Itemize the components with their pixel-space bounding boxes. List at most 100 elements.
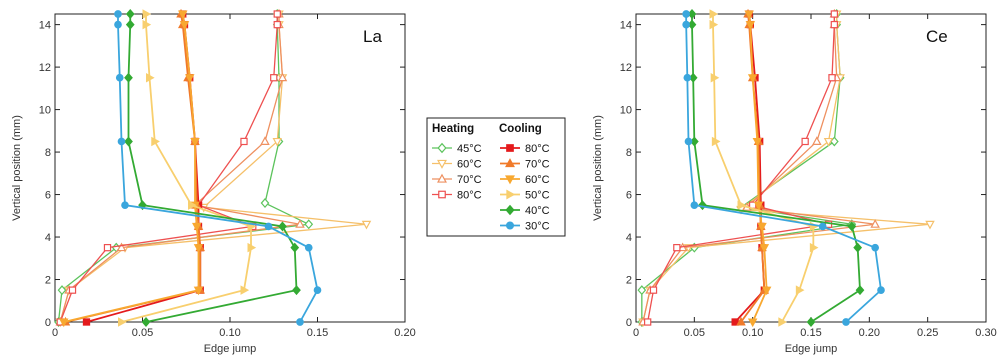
- data-point: [637, 285, 647, 296]
- data-point: [855, 285, 865, 296]
- data-point: [644, 318, 652, 326]
- y-tick-label: 12: [620, 62, 632, 74]
- y-tick-label: 8: [45, 147, 51, 159]
- data-point: [761, 286, 772, 296]
- y-tick-label: 10: [620, 105, 632, 117]
- y-tick-label: 14: [620, 20, 632, 32]
- legend-label: 40°C: [525, 205, 550, 217]
- legend-label: 80°C: [457, 190, 482, 202]
- data-point: [847, 221, 857, 232]
- data-point: [177, 10, 188, 20]
- y-tick-label: 12: [39, 62, 51, 74]
- data-point: [744, 10, 754, 20]
- data-point: [698, 200, 707, 211]
- series-heating-60c: [638, 10, 935, 328]
- plot-frame: [635, 13, 987, 323]
- series-line: [127, 14, 298, 323]
- data-point: [146, 72, 155, 83]
- data-point: [114, 10, 122, 18]
- data-point: [124, 72, 133, 83]
- y-tick-label: 2: [45, 275, 51, 287]
- x-tick-label: 0: [52, 327, 58, 339]
- data-point: [828, 74, 836, 82]
- data-point: [709, 9, 719, 19]
- y-tick-label: 10: [39, 105, 51, 117]
- data-point: [68, 286, 77, 294]
- data-point: [304, 219, 314, 230]
- data-point: [304, 243, 313, 252]
- data-point: [823, 137, 834, 147]
- data-point: [295, 219, 305, 228]
- data-point: [682, 10, 690, 18]
- data-point: [115, 73, 124, 82]
- data-point: [240, 285, 250, 295]
- data-point: [711, 136, 721, 147]
- y-tick-label: 6: [45, 190, 51, 202]
- data-point: [801, 137, 809, 146]
- y-tick-label: 8: [626, 147, 632, 159]
- y-axis-label: Vertical position (mm): [592, 115, 604, 221]
- data-point: [684, 137, 693, 146]
- series-line: [59, 14, 368, 323]
- data-point: [747, 318, 758, 328]
- data-point: [193, 286, 204, 296]
- legend-label: 80°C: [525, 143, 550, 155]
- legend-label: 60°C: [525, 174, 550, 186]
- data-point: [118, 317, 127, 327]
- data-point: [753, 201, 764, 211]
- series-line: [691, 14, 861, 323]
- data-point: [682, 20, 690, 29]
- series-line: [641, 14, 853, 322]
- legend-label: 50°C: [525, 190, 550, 202]
- data-point: [757, 222, 767, 232]
- legend-box: [426, 117, 566, 237]
- data-point: [710, 72, 720, 83]
- x-tick-label: 0.05: [684, 327, 705, 339]
- data-point: [778, 317, 787, 327]
- legend-marker: [506, 144, 514, 152]
- x-axis-label: Edge jump: [204, 343, 257, 355]
- series-cooling-60c: [744, 10, 772, 328]
- data-point: [830, 10, 838, 18]
- legend-entry-cooling-80c: 80°C: [500, 143, 550, 155]
- data-point: [806, 317, 816, 327]
- legend-entry-cooling-50c: 50°C: [500, 190, 550, 202]
- series-cooling-50c: [118, 9, 257, 327]
- plot-frame: [54, 13, 406, 323]
- y-axis-label: Vertical position (mm): [11, 115, 23, 221]
- y-tick-label: 0: [45, 317, 51, 329]
- x-tick-label: 0.05: [132, 327, 153, 339]
- data-point: [116, 242, 127, 252]
- series-heating-80c: [644, 10, 838, 326]
- x-axis-label: Edge jump: [785, 343, 838, 355]
- data-point: [264, 222, 273, 231]
- data-point: [82, 318, 91, 326]
- x-tick-label: 0.20: [394, 327, 415, 339]
- legend-marker: [506, 189, 516, 200]
- series-cooling-40c: [687, 9, 865, 327]
- series-line: [734, 13, 766, 323]
- y-tick-label: 6: [626, 190, 632, 202]
- series-line: [59, 14, 301, 323]
- data-point: [736, 316, 746, 326]
- legend-label: 70°C: [457, 174, 482, 186]
- series-line: [57, 14, 310, 323]
- data-point: [649, 286, 658, 294]
- data-point: [247, 242, 257, 253]
- data-point: [925, 220, 935, 230]
- data-point: [191, 222, 202, 232]
- series-line: [59, 14, 278, 323]
- data-point: [141, 317, 151, 327]
- data-point: [673, 243, 681, 252]
- data-point: [58, 318, 69, 328]
- legend-label: 30°C: [525, 221, 550, 233]
- series-heating-45c: [54, 9, 314, 327]
- x-tick-label: 0.20: [859, 327, 880, 339]
- series-heating-60c: [55, 10, 372, 328]
- legend-marker: [505, 204, 515, 216]
- data-point: [125, 19, 135, 30]
- series-cooling-40c: [124, 9, 301, 327]
- data-point: [290, 242, 300, 253]
- legend-label: 60°C: [457, 159, 482, 171]
- x-tick-label: 0: [633, 327, 639, 339]
